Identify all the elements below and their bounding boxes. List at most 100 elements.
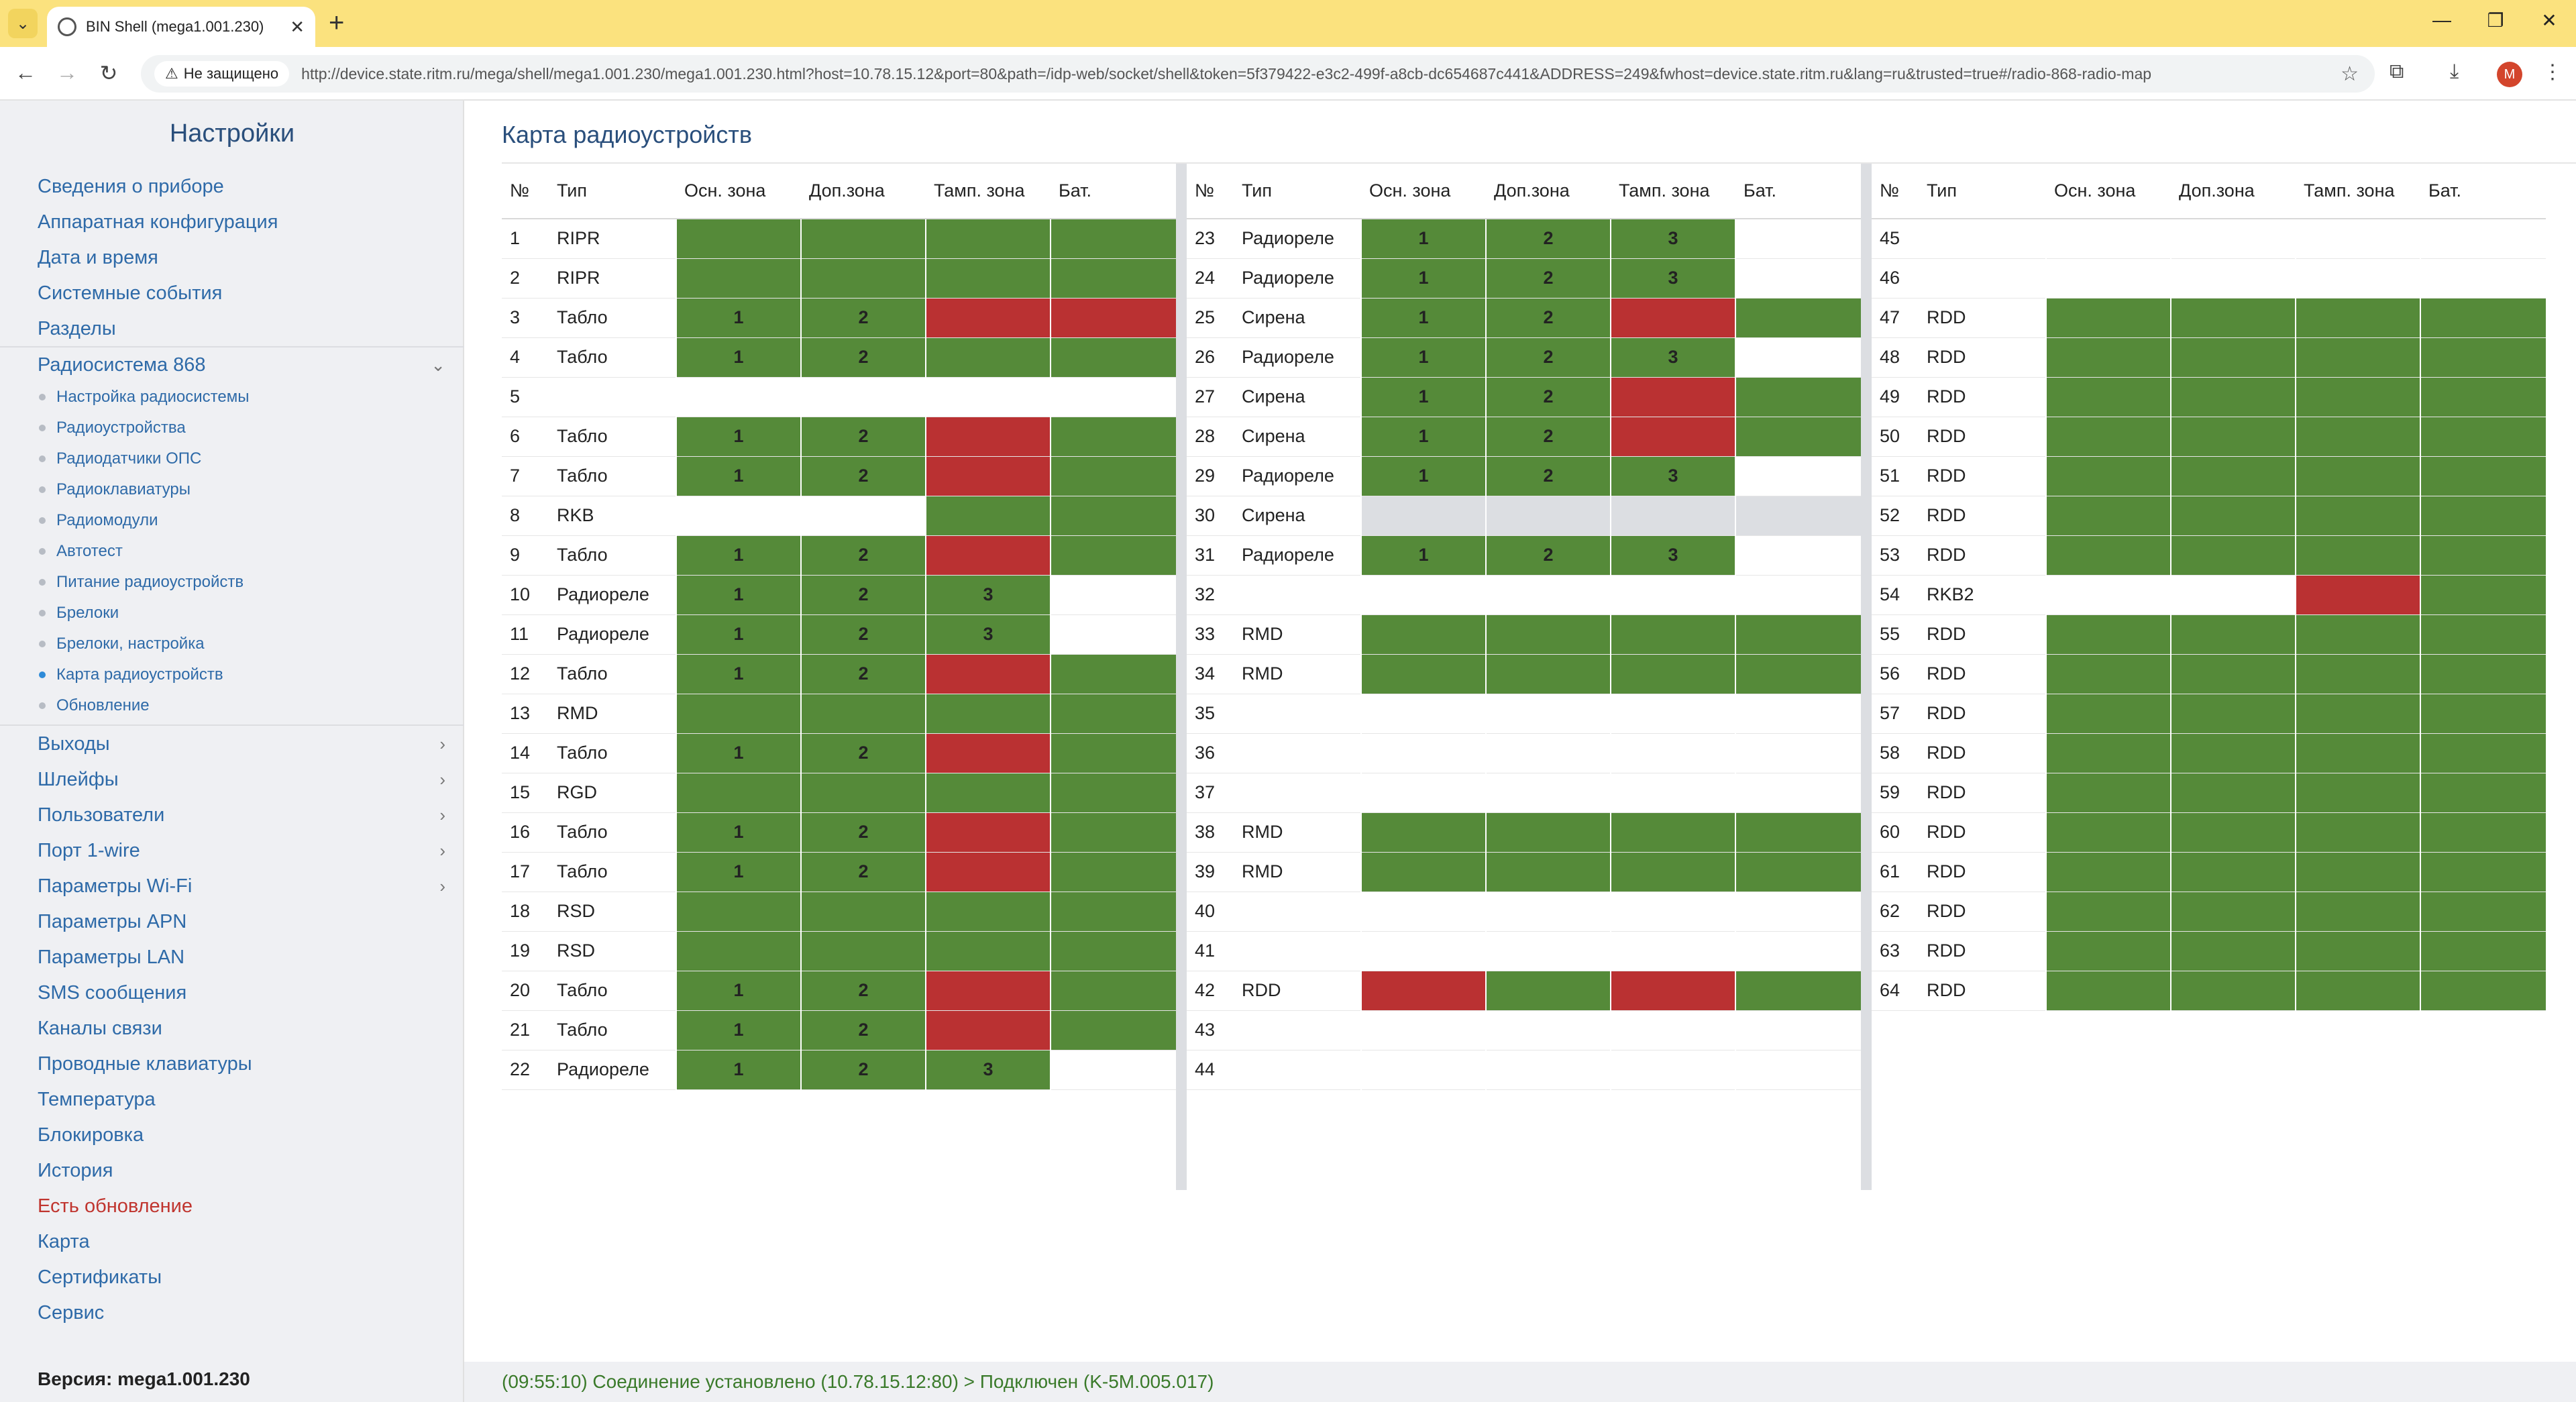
table-row[interactable]: 19 RSD [502,931,1176,971]
sidebar-sub-update[interactable]: Обновление [39,690,441,721]
sidebar-item-outputs[interactable]: Выходы › [38,726,453,761]
table-row[interactable]: 36 [1187,733,1861,773]
sidebar-item-apn[interactable]: Параметры APN [38,910,187,932]
table-row[interactable]: 55 RDD [1872,614,2546,655]
window-close-button[interactable]: ✕ [2541,10,2557,31]
sidebar-sub-radio-devices[interactable]: Радиоустройства [39,413,441,443]
table-row[interactable]: 3 Табло 1 2 [502,298,1176,338]
table-row[interactable]: 20 Табло 1 2 [502,971,1176,1011]
sidebar-item-service[interactable]: Сервис [38,1301,105,1324]
sidebar-item-history[interactable]: История [38,1159,113,1181]
table-row[interactable]: 28 Сирена 1 2 [1187,417,1861,457]
sidebar-item-map[interactable]: Карта [38,1230,90,1252]
table-row[interactable]: 17 Табло 1 2 [502,852,1176,892]
table-row[interactable]: 44 [1187,1050,1861,1090]
sidebar-sub-radio-sensors[interactable]: Радиодатчики ОПС [39,443,441,474]
sidebar-item-loops[interactable]: Шлейфы › [38,762,453,797]
sidebar-sub-power[interactable]: Питание радиоустройств [39,567,441,598]
table-row[interactable]: 40 [1187,892,1861,932]
table-row[interactable]: 33 RMD [1187,614,1861,655]
sidebar-item-temperature[interactable]: Температура [38,1088,156,1110]
table-row[interactable]: 62 RDD [1872,892,2546,932]
table-row[interactable]: 29 Радиореле 1 2 3 [1187,456,1861,496]
bookmark-star-icon[interactable]: ☆ [2341,62,2359,85]
table-row[interactable]: 4 Табло 1 2 [502,337,1176,378]
table-row[interactable]: 15 RGD [502,773,1176,813]
table-row[interactable]: 10 Радиореле 1 2 3 [502,575,1176,615]
table-row[interactable]: 30 Сирена [1187,496,1861,536]
sidebar-sub-keyfobs-setup[interactable]: Брелоки, настройка [39,629,441,659]
sidebar-item-wifi[interactable]: Параметры Wi-Fi › [38,869,453,904]
sidebar-sub-radio-keypads[interactable]: Радиоклавиатуры [39,474,441,505]
sidebar-item-update-available[interactable]: Есть обновление [38,1195,193,1217]
table-row[interactable]: 48 RDD [1872,337,2546,378]
sidebar-item-1wire[interactable]: Порт 1-wire › [38,833,453,868]
sidebar-item-channels[interactable]: Каналы связи [38,1017,162,1039]
table-row[interactable]: 34 RMD [1187,654,1861,694]
sidebar-item-system-events[interactable]: Системные события [38,282,223,304]
table-row[interactable]: 5 [502,377,1176,417]
table-row[interactable]: 6 Табло 1 2 [502,417,1176,457]
table-row[interactable]: 39 RMD [1187,852,1861,892]
table-row[interactable]: 31 Радиореле 1 2 3 [1187,535,1861,576]
table-row[interactable]: 2 RIPR [502,258,1176,299]
menu-kebab-icon[interactable]: ⋮ [2542,61,2563,83]
table-row[interactable]: 43 [1187,1010,1861,1050]
sidebar-item-users[interactable]: Пользователи › [38,798,453,832]
sidebar-item-hardware-config[interactable]: Аппаратная конфигурация [38,211,278,233]
table-row[interactable]: 7 Табло 1 2 [502,456,1176,496]
table-row[interactable]: 64 RDD [1872,971,2546,1011]
table-row[interactable]: 49 RDD [1872,377,2546,417]
table-row[interactable]: 58 RDD [1872,733,2546,773]
table-row[interactable]: 51 RDD [1872,456,2546,496]
table-row[interactable]: 52 RDD [1872,496,2546,536]
back-icon[interactable]: ← [15,60,36,85]
reload-icon[interactable]: ↻ [99,61,118,85]
table-row[interactable]: 1 RIPR [502,219,1176,259]
table-row[interactable]: 23 Радиореле 1 2 3 [1187,219,1861,259]
sidebar-item-certificates[interactable]: Сертификаты [38,1266,162,1288]
minimize-button[interactable]: — [2432,9,2451,30]
table-row[interactable]: 60 RDD [1872,812,2546,853]
table-row[interactable]: 41 [1187,931,1861,971]
table-row[interactable]: 37 [1187,773,1861,813]
table-row[interactable]: 57 RDD [1872,694,2546,734]
table-row[interactable]: 21 Табло 1 2 [502,1010,1176,1050]
table-row[interactable]: 32 [1187,575,1861,615]
table-row[interactable]: 13 RMD [502,694,1176,734]
table-row[interactable]: 18 RSD [502,892,1176,932]
table-row[interactable]: 25 Сирена 1 2 [1187,298,1861,338]
table-row[interactable]: 14 Табло 1 2 [502,733,1176,773]
table-row[interactable]: 24 Радиореле 1 2 3 [1187,258,1861,299]
sidebar-item-sms[interactable]: SMS сообщения [38,981,187,1004]
forward-icon[interactable]: → [56,60,78,85]
sidebar-sub-autotest[interactable]: Автотест [39,536,441,567]
sidebar-sub-keyfobs[interactable]: Брелоки [39,598,441,629]
table-row[interactable]: 9 Табло 1 2 [502,535,1176,576]
table-row[interactable]: 26 Радиореле 1 2 3 [1187,337,1861,378]
table-row[interactable]: 35 [1187,694,1861,734]
sidebar-sub-radio-map[interactable]: Карта радиоустройств [39,659,441,690]
table-row[interactable]: 59 RDD [1872,773,2546,813]
profile-avatar[interactable]: M [2497,62,2522,87]
download-icon[interactable]: ⤓ [2450,60,2459,83]
table-row[interactable]: 54 RKB2 [1872,575,2546,615]
table-row[interactable]: 42 RDD [1187,971,1861,1011]
table-row[interactable]: 50 RDD [1872,417,2546,457]
table-row[interactable]: 16 Табло 1 2 [502,812,1176,853]
table-row[interactable]: 53 RDD [1872,535,2546,576]
table-row[interactable]: 45 [1872,219,2546,259]
table-row[interactable]: 27 Сирена 1 2 [1187,377,1861,417]
table-row[interactable]: 63 RDD [1872,931,2546,971]
table-row[interactable]: 22 Радиореле 1 2 3 [502,1050,1176,1090]
restore-button[interactable]: ❐ [2487,10,2504,31]
site-info-chip[interactable]: ⚠ Не защищено [154,61,290,87]
table-row[interactable]: 61 RDD [1872,852,2546,892]
table-row[interactable]: 12 Табло 1 2 [502,654,1176,694]
tab-search-button[interactable]: ⌄ [8,9,38,38]
url-text[interactable]: http://device.state.ritm.ru/mega/shell/m… [301,64,2152,83]
address-bar[interactable]: ⚠ Не защищено http://device.state.ritm.r… [141,55,2375,93]
table-row[interactable]: 56 RDD [1872,654,2546,694]
sidebar-item-radio-868[interactable]: Радиосистема 868 ⌄ [38,347,453,382]
table-row[interactable]: 46 [1872,258,2546,299]
